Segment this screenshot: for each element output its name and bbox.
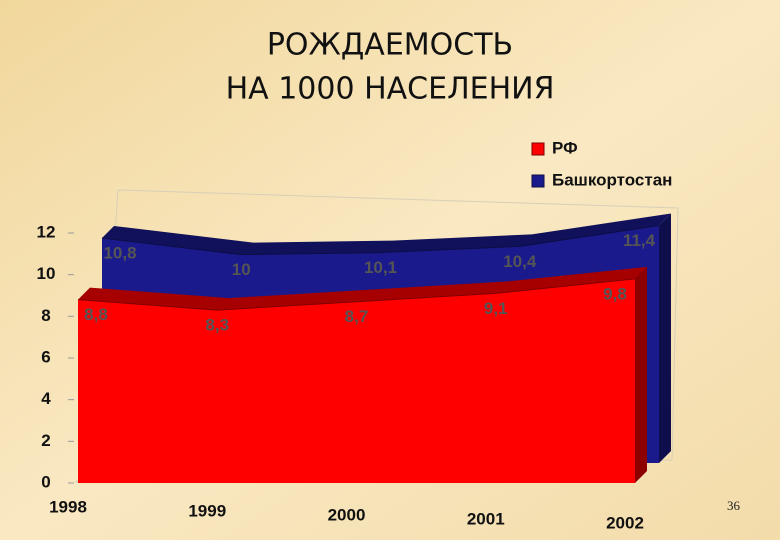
x-tick-label: 1999 <box>188 501 226 520</box>
slide-number: 36 <box>727 498 741 513</box>
title-line: НА 1000 НАСЕЛЕНИЯ <box>226 72 555 107</box>
legend-label: РФ <box>552 138 578 157</box>
area-top <box>78 266 647 311</box>
y-tick-label: 4 <box>41 389 51 408</box>
y-tick-label: 10 <box>37 264 56 283</box>
x-tick-label: 1998 <box>49 497 87 516</box>
area-edge <box>77 278 636 311</box>
data-label: 8,3 <box>205 316 229 335</box>
y-tick-label: 0 <box>41 472 50 491</box>
data-label: 8,8 <box>84 305 108 324</box>
data-label: 11,4 <box>623 231 656 250</box>
area-top <box>102 213 671 255</box>
data-label: 9,8 <box>603 284 627 303</box>
legend-swatch <box>531 142 545 156</box>
data-label: 10 <box>232 260 251 279</box>
area-side <box>659 213 671 463</box>
x-tick-label: 2001 <box>467 509 505 528</box>
y-tick-label: 6 <box>41 347 50 366</box>
x-tick-label: 2002 <box>606 513 644 532</box>
data-label: 8,7 <box>345 307 369 326</box>
data-label: 10,8 <box>103 243 136 262</box>
data-label: 9,1 <box>484 299 508 318</box>
area <box>78 278 635 483</box>
legend-swatch <box>531 174 545 188</box>
y-tick-label: 8 <box>41 306 50 325</box>
data-label: 10,1 <box>364 258 397 277</box>
data-label: 10,4 <box>503 252 537 271</box>
x-tick-label: 2000 <box>328 505 366 524</box>
title-line: РОЖДАЕМОСТЬ <box>267 28 513 63</box>
legend-label: Башкортостан <box>552 170 672 189</box>
y-tick-label: 12 <box>37 222 56 241</box>
area-side <box>635 266 647 483</box>
y-tick-label: 2 <box>41 431 50 450</box>
area-edge <box>101 225 660 256</box>
